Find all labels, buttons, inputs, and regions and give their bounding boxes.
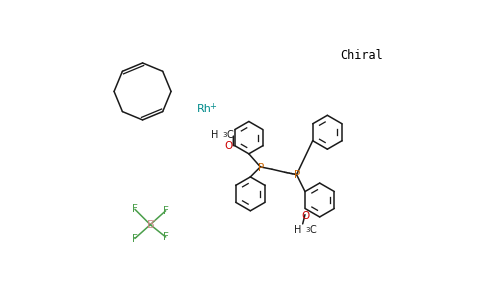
Text: F: F [163,206,168,216]
Text: P: P [258,163,264,173]
Text: -: - [152,216,156,225]
Text: H: H [211,130,218,140]
Text: Rh: Rh [197,104,212,114]
Text: H: H [294,225,301,235]
Text: 3: 3 [223,132,227,138]
Text: F: F [163,232,168,242]
Text: F: F [132,233,138,244]
Text: O: O [302,211,310,221]
Text: 3: 3 [306,227,310,233]
Text: C: C [227,130,233,140]
Text: C: C [310,225,317,235]
Text: +: + [210,102,216,111]
Text: O: O [224,141,232,151]
Text: B: B [147,220,154,230]
Text: F: F [132,204,138,214]
Text: Chiral: Chiral [341,49,383,62]
Text: P: P [294,170,301,180]
